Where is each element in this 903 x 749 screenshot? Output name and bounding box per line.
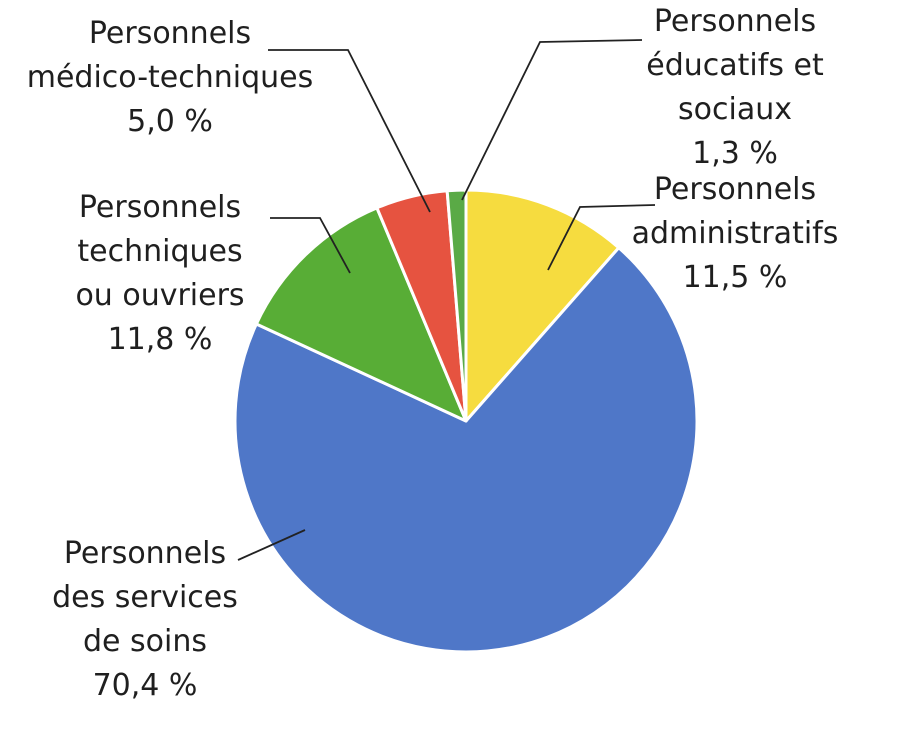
slice-value: 5,0 % [127,104,213,139]
slice-name: Personnels médico-techniques [26,16,314,95]
pie-slice-administratifs [464,188,621,423]
leader-line-techniques [270,217,351,274]
slice-label-soins: Personnels des services de soins 70,4 % [40,532,250,708]
slice-value: 70,4 % [92,668,198,703]
slice-name: Personnels des services de soins [52,536,238,659]
slice-name: Personnels éducatifs et sociaux [646,4,824,127]
leader-line-administratifs [547,204,656,271]
leader-lines [237,39,656,561]
slice-label-educatifs: Personnels éducatifs et sociaux 1,3 % [600,0,870,176]
slice-value: 1,3 % [692,136,778,171]
slice-value: 11,5 % [682,260,788,295]
slice-value: 11,8 % [107,322,213,357]
leader-line-medico-techniques [268,49,431,213]
slice-name: Personnels administratifs [631,172,839,251]
slice-name: Personnels techniques ou ouvriers [75,190,245,313]
leader-line-soins [237,529,306,561]
leader-line-educatifs [461,39,643,201]
slice-label-administratifs: Personnels administratifs 11,5 % [625,168,845,300]
pie-slice-techniques [254,206,468,423]
slice-label-medico-techniques: Personnels médico-techniques 5,0 % [20,12,320,144]
slice-label-techniques: Personnels techniques ou ouvriers 11,8 % [60,186,260,362]
pie-slice-soins [233,246,699,654]
